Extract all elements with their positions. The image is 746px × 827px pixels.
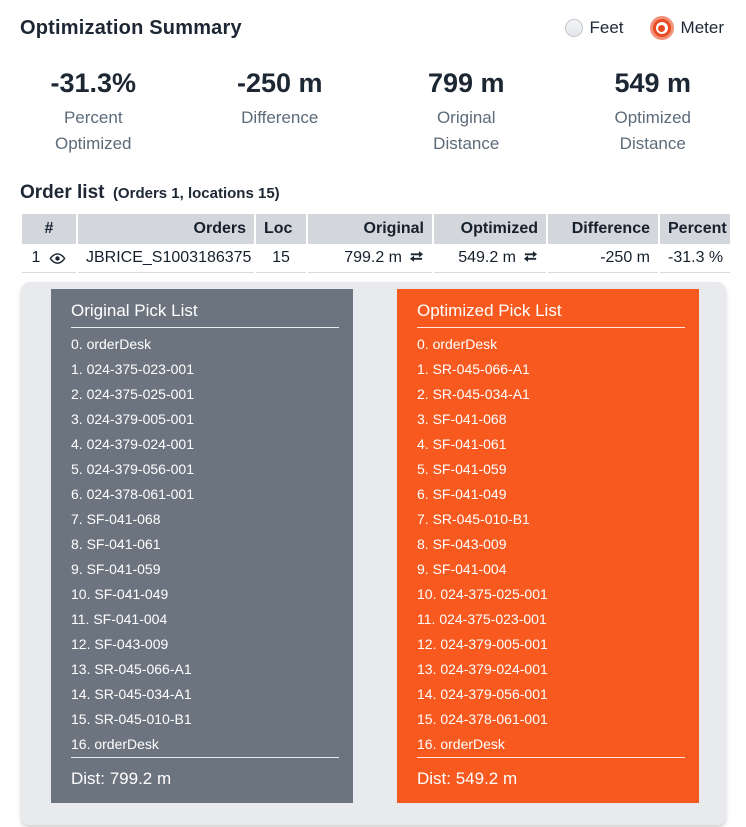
pick-lists-card: Original Pick List 0. orderDesk 1. 024-37… <box>21 282 726 825</box>
list-item: 15. 024-378-061-001 <box>417 711 548 727</box>
order-percent-cell: -31.3 % <box>660 244 730 273</box>
stat-difference: -250 m Difference <box>187 68 374 156</box>
radio-option-meter[interactable]: Meter <box>649 16 724 40</box>
column-header-optimized: Optimized <box>434 214 546 244</box>
list-item: 13. 024-379-024-001 <box>417 661 548 677</box>
radio-label-meter[interactable]: Meter <box>680 18 724 37</box>
list-item: 2. SR-045-034-A1 <box>417 386 530 402</box>
stat-label: Difference <box>241 108 319 127</box>
original-distance-total: Dist: 799.2 m <box>71 769 172 788</box>
list-item: 4. SF-041-061 <box>417 436 507 452</box>
table-row[interactable]: 1 JBRICE_S1003186375 15 799.2 m 549.2 m <box>22 244 730 273</box>
orders-table: # Orders Loc Original Optimized Differen… <box>20 214 732 273</box>
list-item: 16. orderDesk <box>417 736 505 752</box>
list-item: 9. SF-041-004 <box>417 561 507 577</box>
list-item: 5. 024-379-056-001 <box>71 461 194 477</box>
order-id-cell: JBRICE_S1003186375 <box>78 244 254 273</box>
radio-label-feet[interactable]: Feet <box>589 18 624 37</box>
column-header-num: # <box>22 214 76 244</box>
list-item: 11. SF-041-004 <box>71 611 168 627</box>
column-header-orders: Orders <box>78 214 254 244</box>
list-item: 4. 024-379-024-001 <box>71 436 194 452</box>
optimized-pick-list-panel: Optimized Pick List 0. orderDesk 1. SR-04… <box>397 289 699 803</box>
top-bar: Optimization Summary Feet Meter <box>0 0 746 40</box>
original-pick-list-title: Original Pick List <box>71 301 198 320</box>
order-list-heading: Order list (Orders 1, locations 15) <box>0 156 746 214</box>
divider <box>417 327 685 328</box>
summary-stats: -31.3% Percent Optimized -250 m Differen… <box>0 68 746 156</box>
list-item: 2. 024-375-025-001 <box>71 386 194 402</box>
list-item: 0. orderDesk <box>71 336 152 352</box>
list-item: 10. SF-041-049 <box>71 586 169 602</box>
order-row-number-cell: 1 <box>22 244 76 273</box>
list-item: 7. SR-045-010-B1 <box>417 511 530 527</box>
column-header-original: Original <box>308 214 432 244</box>
divider <box>71 327 339 328</box>
order-row-number: 1 <box>31 249 41 266</box>
list-item: 8. SF-043-009 <box>417 536 507 552</box>
list-item: 8. SF-041-061 <box>71 536 161 552</box>
radio-button-meter-icon[interactable] <box>649 16 674 40</box>
optimized-pick-list-items: 0. orderDesk 1. SR-045-066-A1 2. SR-045-03… <box>417 332 691 757</box>
radio-option-feet[interactable]: Feet <box>564 18 624 38</box>
list-item: 3. 024-379-005-001 <box>71 411 194 427</box>
swap-arrows-icon[interactable] <box>523 249 538 264</box>
column-header-loc: Loc <box>256 214 306 244</box>
order-list-title: Order list <box>20 182 105 203</box>
list-item: 9. SF-041-059 <box>71 561 161 577</box>
stat-value: -250 m <box>236 68 323 98</box>
page-title: Optimization Summary <box>20 16 242 39</box>
list-item: 12. 024-379-005-001 <box>417 636 548 652</box>
list-item: 12. SF-043-009 <box>71 636 169 652</box>
stat-original-distance: 799 m Original Distance <box>373 68 560 156</box>
original-distance-value: 799.2 m <box>344 249 402 266</box>
optimized-distance-value: 549.2 m <box>458 249 516 266</box>
list-item: 14. SR-045-034-A1 <box>71 686 192 702</box>
column-header-percent: Percent <box>660 214 730 244</box>
list-item: 10. 024-375-025-001 <box>417 586 548 602</box>
list-item: 3. SF-041-068 <box>417 411 507 427</box>
list-item: 16. orderDesk <box>71 736 159 752</box>
order-difference-cell: -250 m <box>548 244 658 273</box>
order-original-distance-cell: 799.2 m <box>308 244 432 273</box>
list-item: 5. SF-041-059 <box>417 461 507 477</box>
eye-icon[interactable] <box>49 250 66 267</box>
unit-toggle-group: Feet Meter <box>564 16 724 40</box>
optimized-pick-list-title: Optimized Pick List <box>417 301 562 320</box>
stat-label: Percent Optimized <box>54 108 132 153</box>
stat-percent-optimized: -31.3% Percent Optimized <box>0 68 187 156</box>
list-item: 7. SF-041-068 <box>71 511 161 527</box>
stat-value: -31.3% <box>50 68 137 98</box>
original-pick-list-items: 0. orderDesk 1. 024-375-023-001 2. 024-375… <box>71 332 345 757</box>
divider <box>417 757 685 758</box>
list-item: 1. SR-045-066-A1 <box>417 361 530 377</box>
order-optimized-distance-cell: 549.2 m <box>434 244 546 273</box>
list-item: 14. 024-379-056-001 <box>417 686 548 702</box>
list-item: 0. orderDesk <box>417 336 498 352</box>
original-pick-list-panel: Original Pick List 0. orderDesk 1. 024-37… <box>51 289 353 803</box>
order-locations-cell: 15 <box>256 244 306 273</box>
radio-button-feet-icon[interactable] <box>564 19 583 37</box>
list-item: 11. 024-375-023-001 <box>417 611 547 627</box>
swap-arrows-icon[interactable] <box>409 249 424 264</box>
orders-table-header-row: # Orders Loc Original Optimized Differen… <box>22 214 730 244</box>
order-list-subtitle: (Orders 1, locations 15) <box>112 185 280 202</box>
list-item: 1. 024-375-023-001 <box>71 361 194 377</box>
stat-value: 799 m <box>427 68 505 98</box>
stat-label: Original Distance <box>433 108 500 153</box>
list-item: 6. SF-041-049 <box>417 486 507 502</box>
stat-optimized-distance: 549 m Optimized Distance <box>560 68 746 156</box>
divider <box>71 757 339 758</box>
list-item: 15. SR-045-010-B1 <box>71 711 192 727</box>
optimized-distance-total: Dist: 549.2 m <box>417 769 518 788</box>
stat-label: Optimized Distance <box>614 108 692 153</box>
list-item: 6. 024-378-061-001 <box>71 486 194 502</box>
column-header-difference: Difference <box>548 214 658 244</box>
stat-value: 549 m <box>614 68 692 98</box>
list-item: 13. SR-045-066-A1 <box>71 661 192 677</box>
